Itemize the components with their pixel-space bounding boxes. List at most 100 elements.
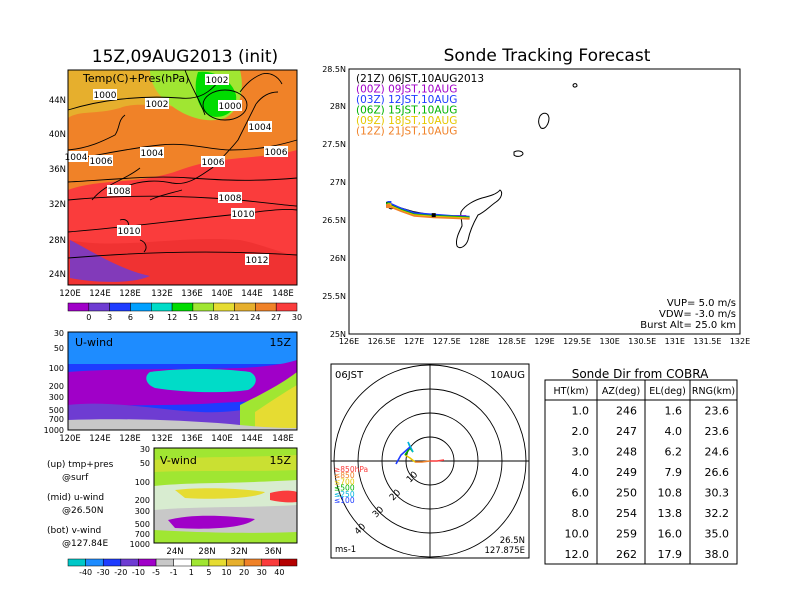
lat-tick: 28.5N (322, 65, 346, 74)
lon-tick: 130.5E (628, 337, 656, 346)
polar-time-right: 10AUG (490, 370, 525, 381)
table-cell: 254 (616, 507, 637, 520)
table-cell: 8.0 (572, 507, 590, 520)
table-cell: 30.3 (705, 487, 730, 500)
table-cell: 249 (616, 466, 637, 479)
legend-entry: (06Z) 15JST,10AUG (356, 105, 457, 117)
colorbar-label: -20 (114, 568, 127, 577)
u-panel-time: 15Z (269, 336, 291, 349)
v-field-purple (168, 515, 255, 529)
p-tick: 700 (135, 530, 150, 539)
v-field-surface (154, 530, 297, 543)
isobar-label: 1008 (219, 194, 242, 204)
lon-tick: 132E (730, 337, 750, 346)
colorbar-swatch (226, 558, 245, 567)
colorbar-label: 30 (257, 568, 267, 577)
lat-tick: 27N (330, 178, 346, 187)
isobar-label: 1004 (141, 149, 164, 159)
table-cell: 10.8 (658, 487, 683, 500)
table-cell: 6.0 (572, 487, 590, 500)
p-tick: 30 (54, 329, 64, 338)
colorbar-label: 12 (167, 313, 177, 322)
lat-tick: 25N (330, 330, 346, 339)
island-outline (572, 83, 578, 88)
table-cell: 4.0 (665, 425, 683, 438)
u-lon-ticks: 120E 124E 128E 132E 136E 140E 144E 148E (59, 434, 294, 444)
colorbar-swatch (213, 302, 235, 312)
table-cell: 246 (616, 405, 637, 418)
v-panel-time: 15Z (269, 454, 291, 467)
lon-tick: 136E (181, 289, 203, 299)
lat-tick: 28N (49, 236, 66, 246)
lat-tick: 28N (330, 102, 346, 111)
colorbar-label: 27 (271, 313, 281, 322)
island-outline (538, 112, 550, 129)
colorbar-label: -40 (79, 568, 92, 577)
tracking-map: (21Z) 06JST,10AUG2013(00Z) 09JST,10AUG(0… (322, 65, 750, 346)
isobar-label: 1006 (202, 158, 225, 168)
table-cell: 4.0 (572, 466, 590, 479)
colorbar-label: 9 (149, 313, 154, 322)
colorbar-swatch (130, 302, 152, 312)
temp-lat-ticks: 44N 40N 36N 32N 28N 24N (49, 96, 66, 280)
param-line: VUP= 5.0 m/s (667, 298, 736, 309)
lon-tick: 148E (272, 289, 294, 299)
lon-tick: 131.5E (693, 337, 721, 346)
lon-tick: 128E (469, 337, 489, 346)
lat-tick: 32N (230, 547, 247, 557)
legend-entry: (12Z) 21JST,10AUG (356, 126, 457, 138)
lon-tick: 126E (339, 337, 359, 346)
table-cell: 248 (616, 446, 637, 459)
hodo-segment (395, 446, 411, 465)
colorbar-label: 40 (274, 568, 284, 577)
table-cell: 17.9 (658, 548, 683, 561)
colorbar-label: 18 (209, 313, 219, 322)
v-field-red (270, 490, 297, 503)
v-field-upper-yellow (154, 455, 297, 472)
lon-tick: 128E (119, 434, 141, 444)
lon-tick: 124E (89, 434, 111, 444)
note-line: (mid) u-wind (47, 493, 104, 503)
p-tick: 200 (49, 382, 64, 391)
table-cell: 262 (616, 548, 637, 561)
colorbar-label: 24 (250, 313, 260, 322)
table-header-cell: EL(deg) (649, 386, 686, 397)
level-entry: ≤250 (334, 490, 355, 499)
u-field-upper (68, 332, 297, 364)
lat-tick: 32N (49, 200, 66, 210)
lon-tick: 127.5E (433, 337, 461, 346)
lon-tick: 131E (665, 337, 685, 346)
table-cell: 250 (616, 487, 637, 500)
u-panel-frame (67, 331, 298, 431)
lat-tick: 25.5N (322, 292, 346, 301)
hodo-segment (415, 460, 431, 463)
level-entry: ≤100 (334, 496, 355, 505)
isobar-label: 1010 (232, 210, 255, 220)
map-lon-ticks: 126E 126.5E 127E 127.5E 128E 128.5E 129E 129.5E… (339, 337, 750, 346)
temp-panel-frame (67, 69, 298, 286)
u-field-westerlies-strong (255, 385, 297, 430)
note-line: (bot) v-wind (47, 526, 101, 536)
colorbar-swatch (171, 302, 194, 312)
v-field-yellow (175, 488, 265, 499)
colorbar-label: 1 (189, 568, 194, 577)
colorbar-swatch (120, 558, 139, 567)
polar-diagram: 10 20 30 40 ≥850hPa≤850≤700≤500≤250≤100 … (330, 363, 530, 559)
polar-lon: 127.875E (484, 546, 525, 556)
temp-panel: Temp(C)+Pres(hPa) 1000 1002 1002 1000 10… (49, 69, 298, 299)
colorbar-swatch (234, 302, 256, 312)
colorbar-swatch (102, 558, 122, 567)
table-header-cell: RNG(km) (692, 386, 735, 397)
p-tick: 300 (49, 393, 64, 402)
u-panel-label: U-wind (75, 336, 113, 349)
isobar-label: 1002 (146, 100, 169, 110)
param-line: Burst Alt= 25.0 km (640, 320, 736, 331)
colorbar-swatch (173, 558, 192, 567)
lat-tick: 40N (49, 130, 66, 140)
colorbar-label: 21 (229, 313, 239, 322)
table-cell: 10.0 (565, 528, 590, 541)
colorbar-swatch (155, 558, 174, 567)
v-lat-ticks: 24N 28N 32N 36N (166, 547, 281, 557)
p-tick: 30 (140, 445, 150, 454)
